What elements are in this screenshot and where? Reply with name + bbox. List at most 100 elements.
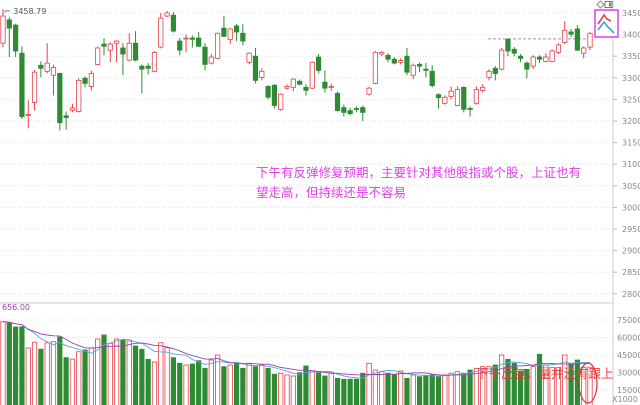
candle-body xyxy=(120,47,126,55)
volume-bar-up xyxy=(44,342,50,405)
volume-bar-down xyxy=(297,372,303,405)
candle-up xyxy=(25,100,31,129)
volume-bar-down xyxy=(353,378,360,405)
candle-body xyxy=(25,114,31,116)
price-tick-label: 2900 xyxy=(622,247,640,256)
volume-bar-up xyxy=(259,364,265,405)
volume-bar-up xyxy=(126,340,132,405)
volume-bar-up xyxy=(581,366,587,405)
volume-bar-down xyxy=(385,372,391,405)
volume-bar-down xyxy=(341,378,347,405)
panel-icon[interactable] xyxy=(604,1,613,8)
candle-body xyxy=(303,86,309,91)
candle-down xyxy=(353,106,360,113)
candle-body xyxy=(410,64,416,76)
candle-body xyxy=(101,43,107,47)
candle-up xyxy=(114,40,120,63)
candle-body xyxy=(416,64,423,67)
candle-body xyxy=(76,79,82,112)
candle-down xyxy=(435,93,442,109)
volume-bar-up xyxy=(480,366,486,405)
candle-body xyxy=(278,93,284,110)
candle-body xyxy=(448,90,454,97)
candle-up xyxy=(76,78,82,113)
volume-tick-label: 75000 xyxy=(617,316,640,325)
candle-body xyxy=(57,73,63,124)
candle-up xyxy=(227,28,233,45)
candle-down xyxy=(265,85,271,100)
candle-up xyxy=(278,93,284,111)
volume-unit-label: X1000 xyxy=(612,395,638,404)
price-tick-label: 3250 xyxy=(622,95,640,104)
candle-down xyxy=(120,43,126,76)
candle-body xyxy=(0,15,6,44)
candle-body xyxy=(398,60,404,63)
volume-bar-down xyxy=(524,368,530,405)
volume-bar-up xyxy=(473,367,479,405)
blue-arrow xyxy=(597,20,615,34)
candle-body xyxy=(227,28,233,40)
candle-body xyxy=(95,47,101,65)
candle-down xyxy=(347,107,353,116)
candle-down xyxy=(252,47,259,84)
volume-annotation: 下午反包，量并没有跟上 xyxy=(476,366,614,381)
candle-down xyxy=(202,43,208,71)
candle-body xyxy=(562,29,568,43)
candle-body xyxy=(473,89,479,104)
main-annotation: 下午有反弹修复预期，主要针对其他股指或个股，上证也有 望走高，但持续还是不容易 xyxy=(256,163,616,203)
candle-down xyxy=(132,31,139,62)
candle-body xyxy=(139,65,145,70)
volume-bar-up xyxy=(372,369,378,405)
volume-bar-up xyxy=(366,362,372,405)
candle-body xyxy=(555,44,562,53)
price-tick-label: 2800 xyxy=(622,290,640,299)
candle-body xyxy=(379,51,385,55)
volume-bar-down xyxy=(252,366,259,405)
candle-up xyxy=(543,53,549,63)
price-tick-label: 3100 xyxy=(622,160,640,169)
candle-down xyxy=(240,24,246,46)
candle-down xyxy=(391,57,397,65)
candle-up xyxy=(290,78,296,92)
volume-bar-up xyxy=(448,372,454,405)
candle-body xyxy=(114,40,120,44)
volume-bar-up xyxy=(379,371,385,405)
volume-bar-down xyxy=(13,326,19,405)
candle-up xyxy=(486,69,492,81)
candle-up xyxy=(284,84,290,90)
volume-bar-down xyxy=(240,367,246,405)
candle-body xyxy=(107,43,113,51)
candle-body xyxy=(196,37,202,47)
volume-bar-up xyxy=(88,347,94,405)
price-tick-label: 3400 xyxy=(622,31,640,40)
candle-body xyxy=(536,56,543,60)
high-price-label: ⌐ 3458.79 xyxy=(4,7,46,16)
candle-body xyxy=(492,67,498,74)
candle-down xyxy=(221,16,227,38)
candle-down xyxy=(360,105,366,121)
candle-body xyxy=(208,56,214,64)
price-tick-label: 3200 xyxy=(622,117,640,126)
diamond-icon[interactable] xyxy=(596,0,605,9)
candle-body xyxy=(240,32,246,42)
price-tick-label: 3300 xyxy=(622,74,640,83)
candle-down xyxy=(189,35,195,48)
volume-bar-down xyxy=(467,369,473,405)
volume-bar-up xyxy=(549,366,555,405)
candle-body xyxy=(543,56,549,62)
candle-body xyxy=(177,40,183,51)
trend-arrows-icon[interactable] xyxy=(594,9,619,38)
candle-down xyxy=(429,65,435,88)
volume-bar-up xyxy=(31,341,38,405)
candle-body xyxy=(19,52,25,118)
candle-body xyxy=(88,73,94,87)
volume-bar-up xyxy=(555,366,562,405)
candle-body xyxy=(290,78,296,88)
volume-bar-up xyxy=(246,362,252,405)
candle-body xyxy=(215,32,221,59)
volume-bar-down xyxy=(101,334,107,405)
volume-bar-down xyxy=(233,363,240,405)
candle-up xyxy=(158,13,164,49)
candle-down xyxy=(63,111,69,130)
